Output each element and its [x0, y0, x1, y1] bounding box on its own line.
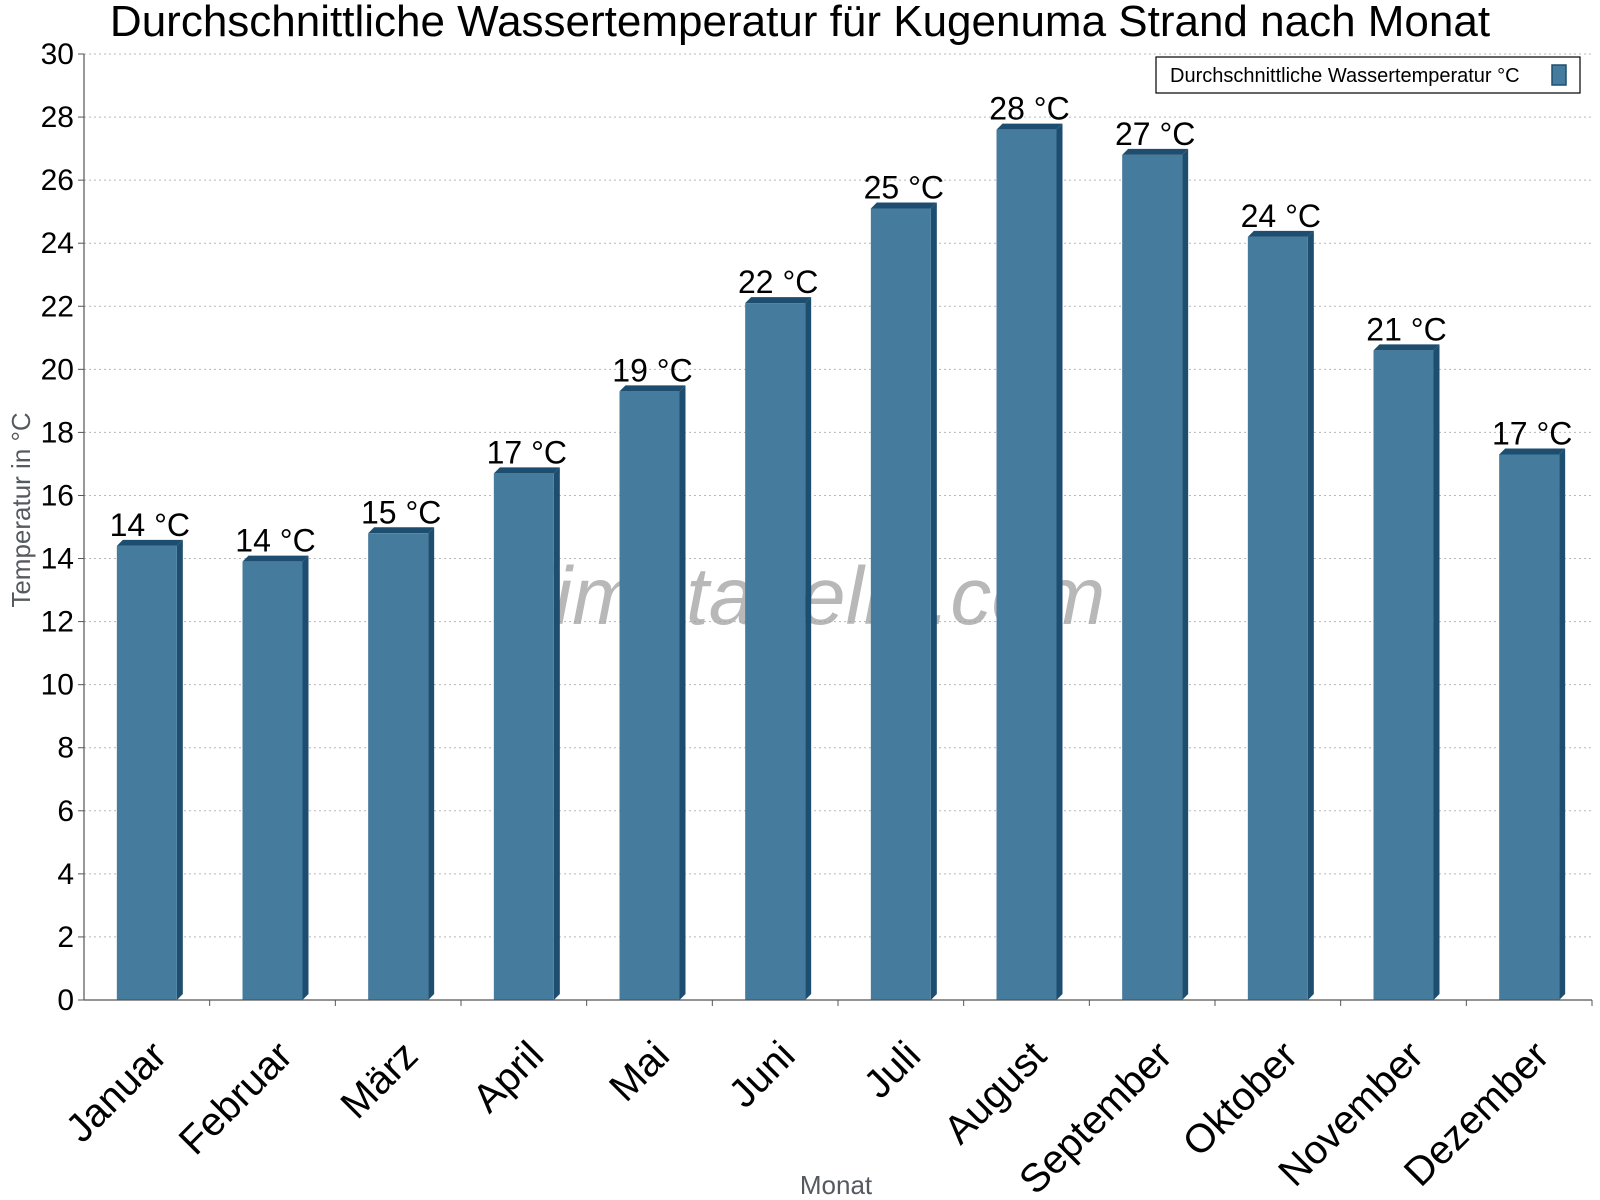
- bar-side: [1056, 123, 1063, 1001]
- bar-side: [1307, 230, 1314, 1001]
- legend-label: Durchschnittliche Wassertemperatur °C: [1170, 65, 1520, 87]
- data-label: 17 °C: [1492, 415, 1572, 451]
- x-tick-label: Oktober: [1174, 1033, 1306, 1165]
- grid-lines: [84, 53, 1592, 938]
- x-tick-label: Juli: [856, 1033, 930, 1107]
- x-axis-title: Monat: [800, 1170, 873, 1200]
- x-tick-label: Januar: [58, 1033, 176, 1151]
- data-label: 24 °C: [1241, 198, 1321, 234]
- bar-side: [1559, 448, 1566, 1000]
- legend: Durchschnittliche Wassertemperatur °C: [1155, 56, 1581, 94]
- chart-title: Durchschnittliche Wassertemperatur für K…: [110, 0, 1490, 46]
- data-label: 14 °C: [235, 523, 315, 559]
- bar-top: [745, 297, 812, 304]
- y-tick-label: 30: [41, 38, 74, 71]
- bar-top: [1122, 148, 1189, 155]
- data-label: 27 °C: [1115, 116, 1195, 152]
- x-tick-label: August: [936, 1033, 1055, 1152]
- x-tick-label: Mai: [601, 1033, 678, 1110]
- y-tick-label: 24: [41, 227, 74, 260]
- bar-top: [242, 555, 309, 562]
- y-tick-label: 26: [41, 164, 74, 197]
- y-tick-label: 12: [41, 606, 74, 639]
- bar-top: [493, 467, 560, 474]
- bar: [870, 208, 931, 1001]
- y-tick-label: 16: [41, 479, 74, 512]
- data-labels: 14 °C 14 °C 15 °C 17 °C 19 °C 22 °C 25 °C 28 °C…: [110, 91, 1573, 559]
- bar-side: [176, 539, 183, 1000]
- bar-top: [368, 527, 435, 534]
- data-label: 21 °C: [1366, 311, 1446, 347]
- y-tick-label: 18: [41, 416, 74, 449]
- axes: [78, 53, 1593, 1006]
- bar: [493, 473, 554, 1001]
- y-tick-label: 8: [57, 732, 74, 765]
- y-tick-label: 2: [57, 921, 74, 954]
- data-label: 15 °C: [361, 494, 441, 530]
- bar: [745, 303, 806, 1000]
- bar-top: [1373, 344, 1440, 351]
- bar: [996, 129, 1057, 1000]
- bar-side: [302, 555, 309, 1000]
- x-tick-label: April: [464, 1033, 552, 1121]
- data-label: 19 °C: [612, 352, 692, 388]
- bar-side: [805, 297, 812, 1000]
- bar: [368, 533, 429, 1000]
- bars: [116, 123, 1566, 1001]
- bar: [1373, 350, 1434, 1000]
- legend-swatch: [1551, 64, 1567, 86]
- y-tick-label: 6: [57, 795, 74, 828]
- data-label: 25 °C: [864, 170, 944, 206]
- bar: [242, 561, 303, 1000]
- data-label: 17 °C: [487, 434, 567, 470]
- bar: [1122, 154, 1183, 1000]
- bar-side: [930, 202, 937, 1001]
- x-tick-label: Februar: [171, 1033, 301, 1163]
- bar-top: [1499, 448, 1566, 455]
- y-tick-label: 20: [41, 353, 74, 386]
- bar-side: [679, 385, 686, 1000]
- bar: [1499, 454, 1560, 1000]
- bar-top: [996, 123, 1063, 130]
- data-label: 14 °C: [110, 507, 190, 543]
- y-tick-label: 22: [41, 290, 74, 323]
- bar-side: [553, 467, 560, 1001]
- y-tick-label: 28: [41, 101, 74, 134]
- bar-side: [1182, 148, 1189, 1000]
- data-label: 22 °C: [738, 264, 818, 300]
- bar-side: [428, 527, 435, 1000]
- y-tick-label: 10: [41, 669, 74, 702]
- y-tick-label: 4: [57, 858, 74, 891]
- bar: [619, 391, 680, 1000]
- data-label: 28 °C: [989, 91, 1069, 127]
- bar-top: [619, 385, 686, 392]
- y-axis-title: Temperatur in °C: [6, 412, 36, 607]
- y-tick-label: 0: [57, 984, 74, 1017]
- x-tick-label: Juni: [721, 1033, 804, 1116]
- y-tick-label: 14: [41, 543, 74, 576]
- bar: [1247, 236, 1308, 1001]
- bar-top: [116, 539, 183, 546]
- bar-top: [1247, 230, 1314, 237]
- bar-top: [870, 202, 937, 209]
- bar-side: [1433, 344, 1440, 1000]
- x-tick-label: März: [333, 1033, 427, 1127]
- bar: [116, 545, 177, 1000]
